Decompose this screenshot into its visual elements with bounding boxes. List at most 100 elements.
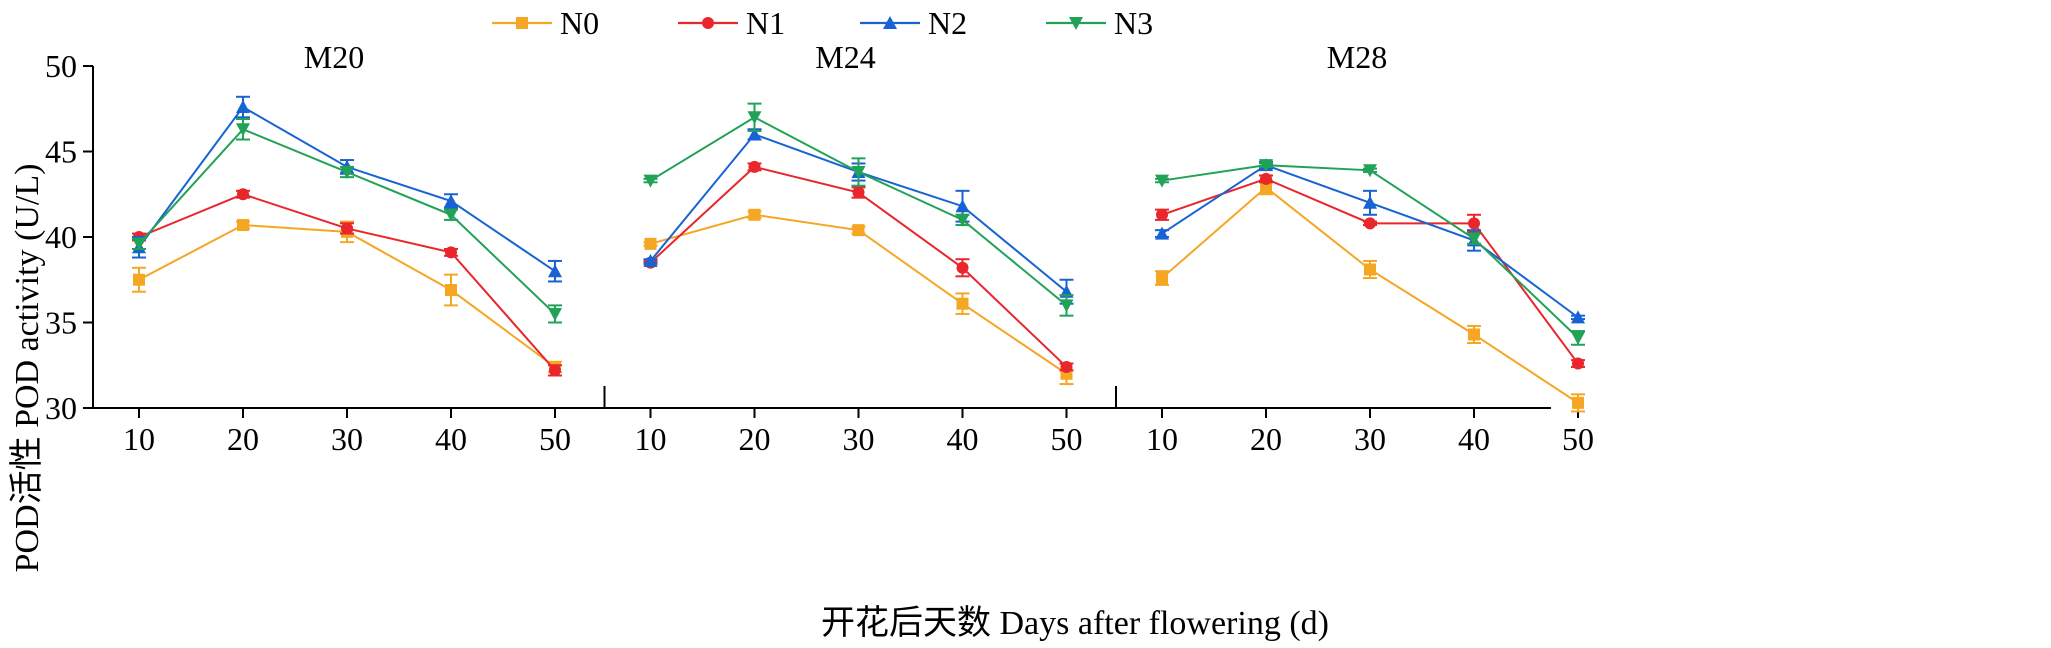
x-tick-label: 50 [1051, 421, 1083, 457]
x-tick-label: 20 [227, 421, 259, 457]
x-tick-label: 40 [947, 421, 979, 457]
series-n3 [1155, 159, 1585, 346]
series-n2 [132, 95, 562, 283]
y-tick-label: 35 [45, 305, 77, 341]
data-point [236, 100, 250, 114]
y-tick-label: 45 [45, 134, 77, 170]
data-point [1260, 181, 1272, 194]
y-axis-title: POD活性 POD activity (U/L) [8, 164, 46, 573]
series-n3 [643, 102, 1074, 317]
data-point [132, 237, 146, 251]
data-point [1155, 174, 1169, 188]
series-n2 [1155, 158, 1585, 324]
data-point [1363, 164, 1377, 178]
data-point [1572, 357, 1584, 370]
data-point [1364, 263, 1376, 276]
legend-marker [1069, 17, 1083, 30]
x-tick-label: 30 [843, 421, 875, 457]
data-point [852, 224, 865, 237]
legend-item-n3: N3 [1046, 5, 1153, 41]
data-point [133, 273, 145, 286]
data-point [1363, 195, 1377, 209]
panel-title: M20 [304, 39, 364, 75]
data-point [955, 213, 970, 227]
y-axis: 30 35 40 45 50 [45, 48, 94, 426]
data-point [444, 194, 458, 208]
data-point [1156, 208, 1168, 221]
y-tick-label: 50 [45, 48, 77, 84]
data-point [748, 208, 761, 221]
data-point [1572, 396, 1584, 409]
y-tick-label: 30 [45, 390, 77, 426]
data-point [748, 160, 761, 173]
legend-label: N2 [928, 5, 967, 41]
series-n3 [132, 118, 562, 324]
data-point [1059, 299, 1074, 313]
x-tick-label: 10 [635, 421, 667, 457]
x-tick-label: 50 [1562, 421, 1594, 457]
x-axis-title: 开花后天数 Days after flowering (d) [821, 604, 1329, 642]
data-point [1468, 217, 1480, 230]
data-point [956, 297, 969, 310]
x-tick-label: 20 [1250, 421, 1282, 457]
series-n1 [1155, 172, 1585, 370]
legend: N0 N1 N2 N3 [492, 5, 1153, 41]
panel-title: M28 [1327, 39, 1387, 75]
data-point [549, 364, 561, 377]
data-point [548, 264, 562, 278]
series-n2 [643, 127, 1074, 305]
data-point [643, 253, 658, 267]
data-point [237, 188, 249, 201]
series-line [650, 213, 1068, 375]
data-point [851, 166, 866, 180]
legend-marker [702, 17, 714, 29]
legend-item-n0: N0 [492, 5, 599, 41]
panel-m28: M28 10 20 30 40 50 [1115, 39, 1594, 457]
series-n0 [132, 219, 562, 374]
x-tick-label: 40 [1458, 421, 1490, 457]
data-point [1468, 328, 1480, 341]
data-point [1260, 172, 1272, 185]
legend-item-n2: N2 [860, 5, 967, 41]
series-n1 [132, 188, 562, 377]
data-point [1155, 226, 1169, 240]
panel-m24: M24 10 20 30 40 50 [603, 39, 1083, 457]
series-line [649, 116, 1068, 307]
data-point [852, 186, 865, 199]
data-point [445, 284, 457, 297]
series-line [138, 224, 556, 368]
legend-marker [883, 16, 897, 29]
data-point [956, 261, 969, 274]
legend-label: N3 [1114, 5, 1153, 41]
data-point [1467, 232, 1481, 246]
x-tick-label: 50 [539, 421, 571, 457]
data-point [340, 166, 354, 180]
data-point [548, 307, 562, 321]
data-point [1364, 217, 1376, 230]
data-point [955, 199, 970, 213]
legend-item-n1: N1 [678, 5, 785, 41]
data-point [444, 208, 458, 222]
series-n1 [643, 160, 1074, 373]
data-point [1060, 360, 1073, 373]
x-tick-label: 10 [1146, 421, 1178, 457]
legend-label: N1 [746, 5, 785, 41]
data-point [237, 219, 249, 232]
data-point [644, 237, 657, 250]
panel-m20: M20 10 20 30 40 50 [123, 39, 571, 457]
y-tick-label: 40 [45, 219, 77, 255]
x-tick-label: 30 [331, 421, 363, 457]
data-point [1571, 310, 1585, 324]
x-tick-label: 30 [1354, 421, 1386, 457]
series-line [1161, 164, 1579, 319]
data-point [1259, 159, 1273, 173]
x-tick-label: 20 [739, 421, 771, 457]
chart-panels: 30 35 40 45 50 M20 10 20 30 40 50 M24 10 20 30 40 50 M28 1… [45, 39, 1594, 457]
data-point [445, 246, 457, 259]
data-point [747, 111, 762, 125]
data-point [1156, 272, 1168, 285]
data-point [236, 123, 250, 137]
data-point [1571, 331, 1585, 345]
series-n0 [643, 208, 1074, 386]
